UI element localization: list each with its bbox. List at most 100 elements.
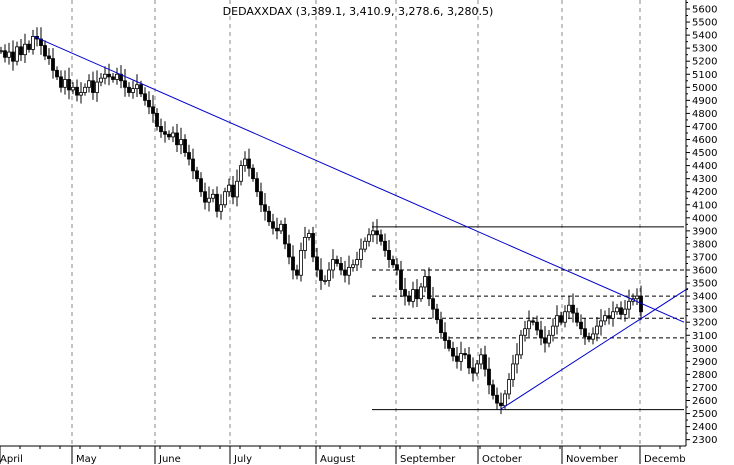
candle-body <box>95 81 99 93</box>
month-grid <box>71 0 641 446</box>
candle-body <box>543 337 547 344</box>
candle-body <box>427 276 431 300</box>
candle <box>0 46 3 54</box>
candle <box>555 305 559 335</box>
candle-body <box>367 234 371 242</box>
candle <box>107 63 111 86</box>
candle <box>547 330 551 348</box>
candle-body <box>499 402 503 407</box>
candle-body <box>531 320 535 323</box>
candle-body <box>171 132 175 138</box>
y-tick-label: 3100 <box>692 331 717 342</box>
candle-body <box>279 223 283 232</box>
candle-body <box>495 394 499 404</box>
candle-body <box>559 315 563 323</box>
candle-body <box>555 315 559 327</box>
candle <box>519 330 523 360</box>
candle-body <box>19 46 23 56</box>
candle <box>15 41 19 66</box>
candle <box>255 172 259 197</box>
candle <box>615 303 619 315</box>
y-tick-label: 3700 <box>692 252 717 263</box>
candle <box>599 309 603 336</box>
candle-body <box>343 269 347 276</box>
candle-body <box>99 77 103 83</box>
candle <box>451 341 455 362</box>
y-tick-label: 3000 <box>692 344 717 355</box>
y-tick-label: 3900 <box>692 226 717 237</box>
x-axis-ticks: April May June July August September October No… <box>0 446 686 465</box>
candle <box>491 379 495 400</box>
candle <box>563 305 567 328</box>
candle-body <box>187 152 191 160</box>
candle-body <box>7 51 11 58</box>
candle <box>375 219 379 245</box>
candle-body <box>311 233 315 258</box>
candle-body <box>175 132 179 146</box>
candle-body <box>471 367 475 374</box>
candle <box>87 74 91 93</box>
candle <box>415 279 419 308</box>
candle-body <box>351 264 355 268</box>
y-tick-label: 2300 <box>692 435 717 446</box>
candle <box>171 126 175 143</box>
candle-body <box>487 368 491 386</box>
candle <box>407 290 411 306</box>
candle-body <box>455 355 459 362</box>
candle-body <box>463 353 467 356</box>
candle <box>327 262 331 287</box>
candle <box>219 194 223 220</box>
candle-body <box>211 193 215 199</box>
candle <box>347 255 351 285</box>
candle-body <box>63 79 67 88</box>
candle-body <box>627 300 631 310</box>
candle-body <box>347 266 351 276</box>
candle <box>95 70 99 102</box>
candle <box>183 134 187 157</box>
candle-body <box>183 139 187 153</box>
candle <box>579 314 583 335</box>
candle-body <box>323 280 327 282</box>
candle-body <box>459 353 463 362</box>
candle-body <box>223 191 227 206</box>
candle <box>619 301 623 320</box>
candle <box>235 169 239 207</box>
candle-body <box>523 328 527 336</box>
candle-body <box>59 76 63 88</box>
candle <box>539 320 543 346</box>
candle-body <box>131 88 135 93</box>
candle <box>127 82 131 97</box>
candle-body <box>307 233 311 238</box>
candle-body <box>363 240 367 250</box>
candle <box>111 72 115 83</box>
candle <box>411 281 415 308</box>
candle <box>307 229 311 241</box>
candle <box>207 186 211 212</box>
candle-body <box>115 73 119 80</box>
candle <box>499 392 503 415</box>
candle <box>355 251 359 272</box>
candle <box>475 360 479 377</box>
candle <box>515 343 519 374</box>
candle-body <box>607 315 611 319</box>
candle-body <box>387 250 391 260</box>
candle <box>195 166 199 182</box>
candle <box>99 72 103 87</box>
candle <box>443 322 447 349</box>
candle-body <box>391 259 395 266</box>
candle-body <box>515 354 519 365</box>
candle-body <box>215 193 219 212</box>
candle <box>611 301 615 327</box>
y-tick-label: 3400 <box>692 292 717 303</box>
candle-body <box>567 304 571 313</box>
candle <box>203 182 207 210</box>
candle <box>79 82 83 104</box>
candle-body <box>127 86 131 93</box>
y-tick-label: 4300 <box>692 174 717 185</box>
y-tick-label: 4500 <box>692 148 717 159</box>
candle-body <box>415 289 419 300</box>
candle-body <box>299 250 303 276</box>
candle <box>479 348 483 370</box>
candle <box>199 172 203 197</box>
y-tick-label: 5200 <box>692 57 717 68</box>
